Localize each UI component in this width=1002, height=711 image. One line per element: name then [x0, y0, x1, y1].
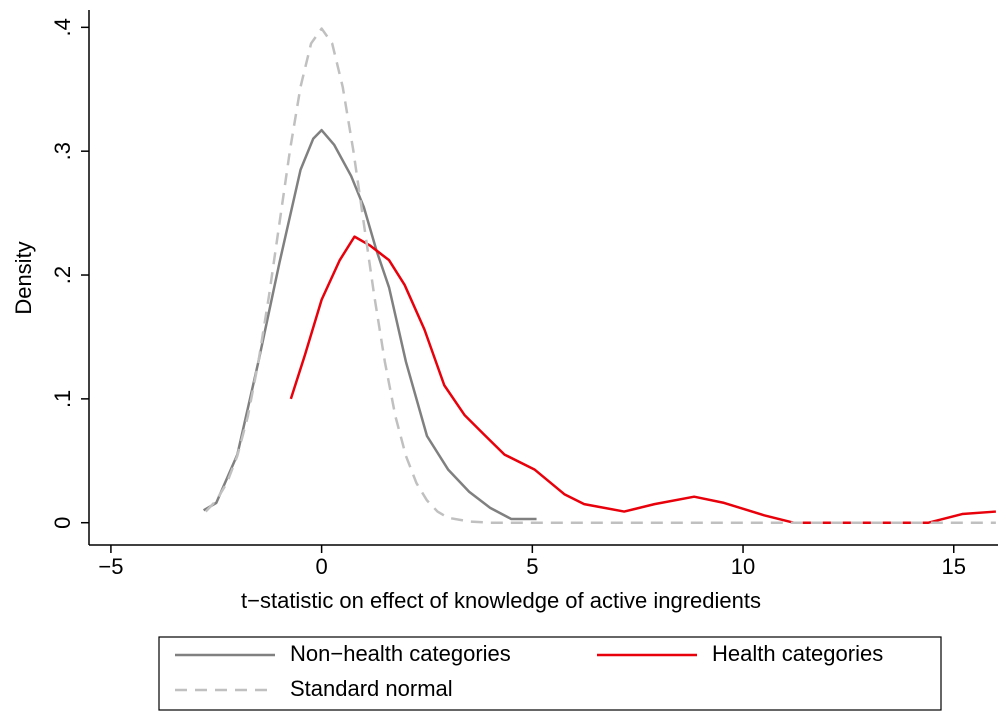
x-axis-label: t−statistic on effect of knowledge of ac… — [241, 588, 761, 613]
x-tick-label: 5 — [526, 554, 538, 579]
y-tick-label: .4 — [50, 18, 75, 36]
y-tick-label: .1 — [50, 390, 75, 408]
series-line — [204, 27, 996, 524]
x-tick-label: 15 — [942, 554, 966, 579]
legend-box — [158, 636, 942, 711]
series-line — [202, 128, 537, 521]
x-tick-label: 10 — [731, 554, 755, 579]
y-tick-label: .2 — [50, 266, 75, 284]
legend-label: Health categories — [712, 641, 883, 666]
legend-label: Non−health categories — [290, 641, 511, 666]
x-tick-label: −5 — [98, 554, 123, 579]
x-tick-label: 0 — [315, 554, 327, 579]
legend-label: Standard normal — [290, 676, 453, 701]
y-tick-label: 0 — [50, 517, 75, 529]
series-line — [289, 235, 996, 524]
y-tick-label: .3 — [50, 142, 75, 160]
y-axis-label: Density — [11, 241, 36, 314]
